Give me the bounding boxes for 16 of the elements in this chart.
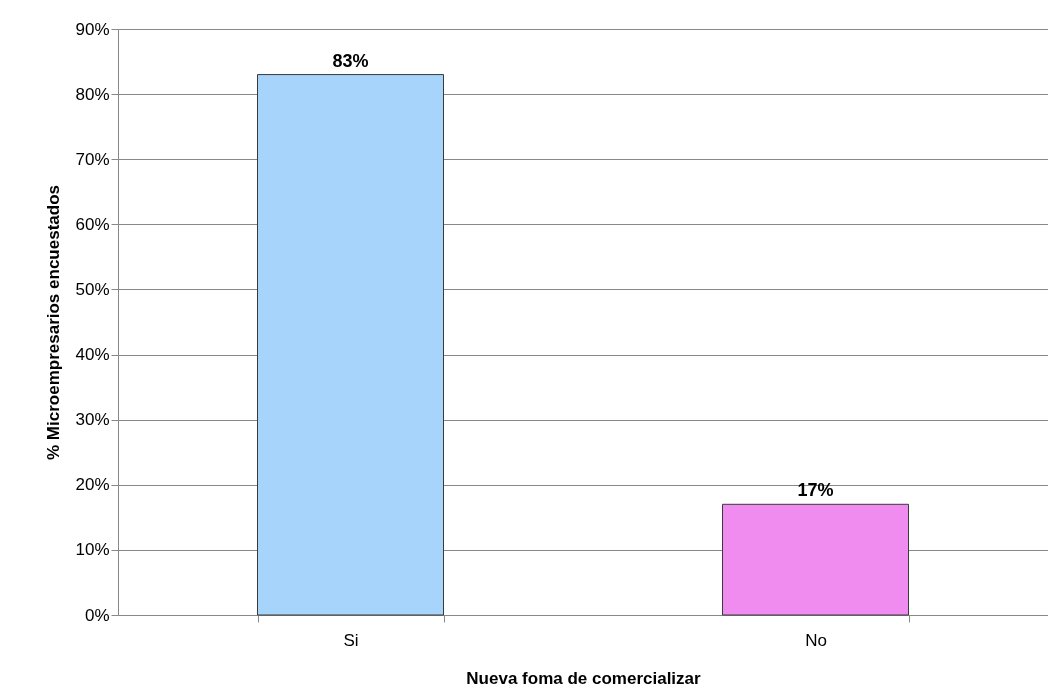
y-tick-label: 80% <box>75 84 110 104</box>
x-tick-label: Si <box>343 630 359 650</box>
data-label: 83% <box>332 50 369 71</box>
y-tick-label: 10% <box>75 540 110 560</box>
y-axis-title: % Microempresarios encuestados <box>44 185 64 460</box>
y-tick-label: 60% <box>75 214 110 234</box>
y-tick-label: 40% <box>75 345 110 365</box>
y-tick-label: 20% <box>75 475 110 495</box>
x-tick-label: No <box>805 630 827 650</box>
y-tick-label: 50% <box>75 279 110 299</box>
y-tick-label: 90% <box>75 19 110 39</box>
y-tick-label: 30% <box>75 410 110 430</box>
x-axis-title: Nueva foma de comercializar <box>466 668 702 688</box>
y-tick-label: 0% <box>84 605 110 625</box>
data-label: 17% <box>797 480 834 501</box>
y-tick-label: 70% <box>75 149 110 169</box>
